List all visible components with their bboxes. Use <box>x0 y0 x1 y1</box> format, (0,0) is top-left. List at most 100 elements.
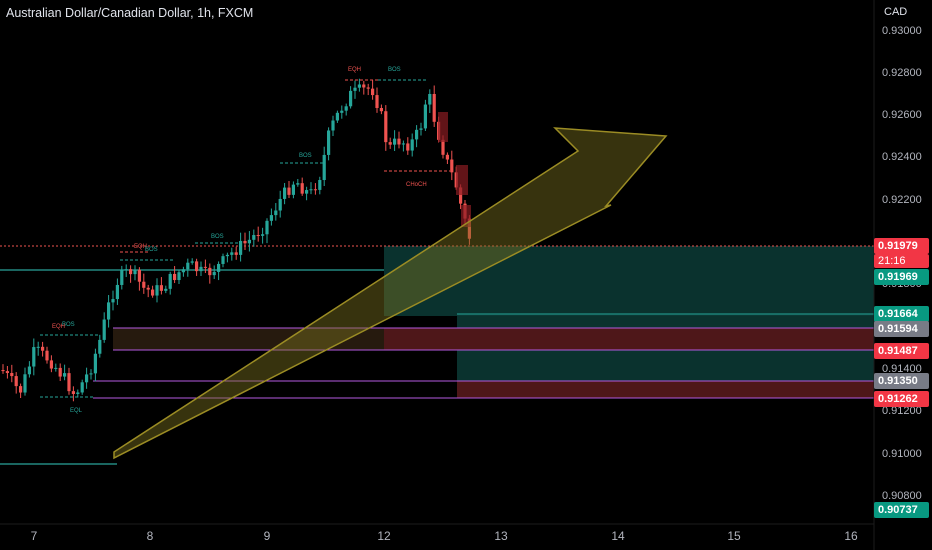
candle-body <box>54 367 58 369</box>
candle-body <box>93 353 97 374</box>
structure-labels: EQH BOS BOS CHoCH BOS EQH BOS BOS EQH EQ… <box>52 67 427 414</box>
currency-label: CAD <box>884 6 908 18</box>
candle-body <box>322 154 326 181</box>
candle-body <box>107 302 111 320</box>
price-tag: 0.91969 <box>874 269 929 285</box>
candle-body <box>428 93 432 105</box>
candle-body <box>459 187 463 204</box>
candle-body <box>155 285 159 296</box>
candle-body <box>164 288 168 291</box>
candle-body <box>151 289 155 296</box>
candle-body <box>467 218 471 239</box>
price-tag: 0.91594 <box>874 321 929 337</box>
candle-body <box>371 88 375 96</box>
candle-body <box>419 128 423 130</box>
symbol-title[interactable]: Australian Dollar/Canadian Dollar, 1h, F… <box>6 6 254 20</box>
target-zone-3 <box>457 350 874 381</box>
candle-body <box>432 93 436 122</box>
bos-label: BOS <box>62 322 75 328</box>
price-tick: 0.92800 <box>882 67 922 79</box>
candle-body <box>124 269 128 271</box>
candle-body <box>159 285 163 291</box>
candle-body <box>217 263 221 272</box>
trade-zones <box>113 246 874 398</box>
candle-body <box>45 350 49 361</box>
candle-body <box>190 261 194 263</box>
bos-label: BOS <box>299 153 312 159</box>
candle-body <box>331 120 335 131</box>
stop-zone-1 <box>384 328 874 350</box>
candle-body <box>14 376 18 387</box>
price-tag: 0.91664 <box>874 306 929 322</box>
time-tick: 8 <box>146 529 154 543</box>
candle-body <box>344 106 348 111</box>
candle-body <box>173 273 177 281</box>
price-tick: 0.92600 <box>882 109 922 121</box>
trend-arrow[interactable] <box>113 127 668 460</box>
supply-block <box>438 112 448 142</box>
candle-body <box>89 373 93 375</box>
candle-body <box>393 138 397 145</box>
price-tick: 0.91000 <box>882 448 922 460</box>
eql-label: EQL <box>70 408 83 414</box>
candle-body <box>19 386 23 393</box>
bos-label: BOS <box>211 234 224 240</box>
candle-body <box>41 346 45 351</box>
candle-body <box>1 370 5 372</box>
candle-body <box>375 95 379 108</box>
candle-body <box>252 235 256 240</box>
candle-body <box>283 187 287 199</box>
time-tick: 9 <box>263 529 271 543</box>
price-tick: 0.92400 <box>882 151 922 163</box>
price-tick: 0.90800 <box>882 490 922 502</box>
last-price-tag: 0.91979 <box>874 238 929 254</box>
structure-lines <box>40 79 450 398</box>
candle-body <box>102 319 106 340</box>
time-tick: 14 <box>611 529 625 543</box>
candle-body <box>230 252 234 255</box>
candle-body <box>243 240 247 244</box>
candle-body <box>388 142 392 145</box>
candle-body <box>142 281 146 288</box>
candle-body <box>239 240 243 255</box>
candles <box>1 78 471 402</box>
choch-label: CHoCH <box>406 182 427 188</box>
candle-body <box>146 287 150 290</box>
candle-body <box>85 374 89 383</box>
target-zone-2 <box>457 314 874 328</box>
candle-body <box>133 269 137 275</box>
candle-body <box>357 84 361 88</box>
candle-body <box>36 346 40 348</box>
candle-body <box>397 138 401 145</box>
candle-body <box>111 299 115 303</box>
price-tick: 0.93000 <box>882 25 922 37</box>
candle-body <box>76 392 80 394</box>
candle-body <box>247 239 251 244</box>
demand-zone <box>113 328 384 350</box>
price-tick: 0.92200 <box>882 194 922 206</box>
candle-body <box>186 262 190 270</box>
time-tick: 7 <box>30 529 38 543</box>
candle-body <box>225 254 229 257</box>
candle-body <box>181 269 185 273</box>
candle-body <box>291 184 295 195</box>
candle-body <box>27 366 31 375</box>
eqh-label: EQH <box>348 67 361 73</box>
candle-body <box>445 154 449 160</box>
candle-body <box>309 189 313 191</box>
candle-body <box>129 269 133 275</box>
candle-body <box>203 266 207 268</box>
candle-body <box>366 87 370 89</box>
candle-body <box>58 367 62 377</box>
price-tick: 0.91400 <box>882 363 922 375</box>
candle-body <box>406 143 410 151</box>
price-tag: 0.91350 <box>874 373 929 389</box>
stop-zone-2 <box>457 381 874 398</box>
candle-body <box>300 183 304 194</box>
candle-body <box>318 180 322 190</box>
candle-body <box>63 373 67 377</box>
price-tag: 0.91487 <box>874 343 929 359</box>
candle-body <box>305 190 309 194</box>
candle-body <box>195 261 199 272</box>
